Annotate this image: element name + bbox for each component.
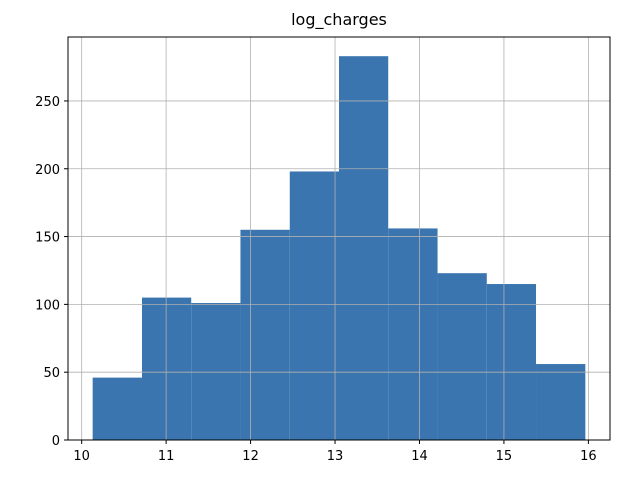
bar [486, 284, 537, 440]
bar [437, 273, 487, 440]
bar [141, 297, 192, 440]
y-tick-label: 150 [35, 231, 60, 246]
y-tick-label: 250 [35, 95, 60, 110]
x-tick-label: 14 [411, 449, 428, 464]
x-tick-label: 15 [496, 449, 513, 464]
y-tick-label: 200 [35, 163, 60, 178]
bar [536, 364, 586, 440]
y-tick-label: 50 [43, 366, 60, 381]
plot-frame [67, 36, 611, 441]
y-tick-label: 100 [35, 298, 60, 313]
bar [191, 303, 241, 440]
bar [388, 228, 438, 440]
bar [240, 229, 290, 440]
y-tick-label: 0 [52, 434, 60, 449]
x-tick-label: 10 [73, 449, 90, 464]
bar [92, 377, 142, 440]
x-tick-label: 11 [158, 449, 175, 464]
x-tick-label: 12 [242, 449, 259, 464]
x-tick-label: 13 [327, 449, 344, 464]
x-tick-label: 16 [580, 449, 597, 464]
bar [339, 56, 389, 440]
bar [289, 171, 339, 441]
chart-title: log_charges [291, 10, 387, 30]
